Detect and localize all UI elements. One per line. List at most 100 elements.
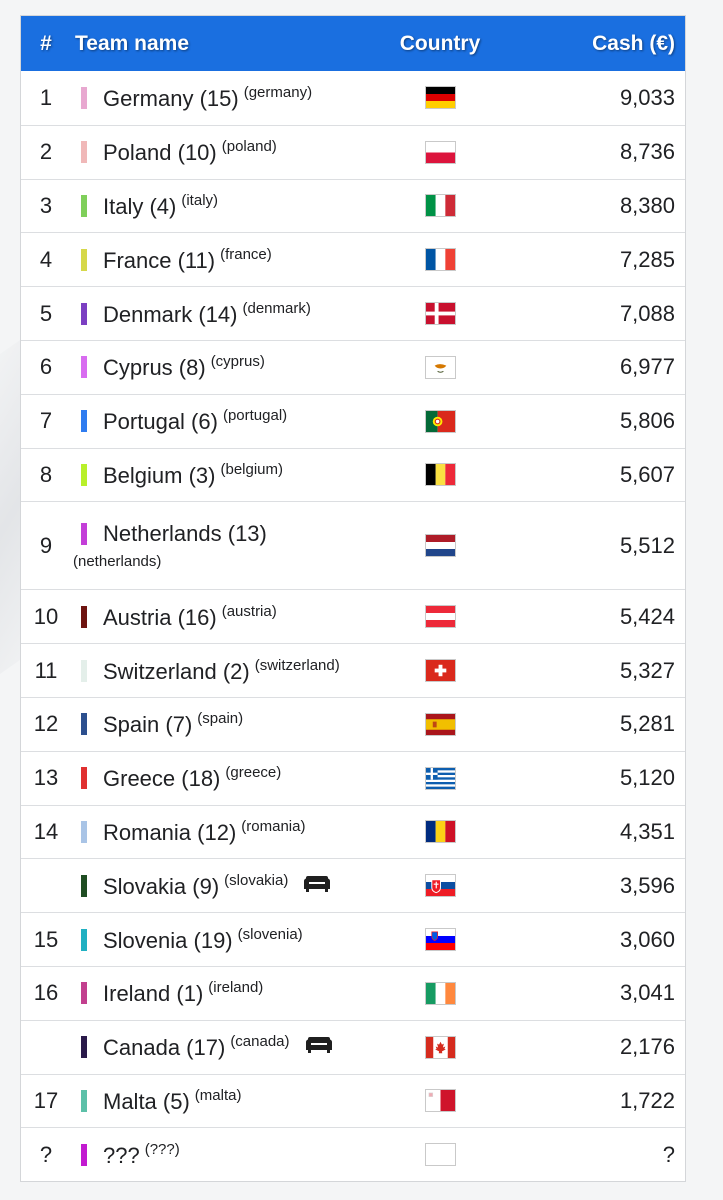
team-name-cell: Switzerland (2) (switzerland) xyxy=(71,657,391,685)
cash-cell: 5,424 xyxy=(619,603,675,629)
rank-cell: ? xyxy=(39,1141,53,1167)
country-cell xyxy=(391,659,489,683)
country-cell xyxy=(391,605,489,629)
ireland-flag-icon xyxy=(424,981,456,1005)
team-name[interactable]: Poland (10) xyxy=(103,140,217,166)
team-tag: (spain) xyxy=(197,710,244,728)
canada-flag-icon xyxy=(424,1035,456,1059)
cash-cell: 5,327 xyxy=(619,657,675,683)
team-tag: (netherlands) xyxy=(73,553,162,571)
team-name[interactable]: France (11) xyxy=(103,247,216,273)
team-name-cell: Spain (7) (spain) xyxy=(71,710,391,738)
team-color-swatch xyxy=(81,86,87,109)
header-rank: # xyxy=(40,31,52,55)
team-color-swatch xyxy=(81,1036,87,1059)
cyprus-flag-icon xyxy=(424,355,456,379)
team-color-swatch xyxy=(81,874,87,897)
team-color-swatch xyxy=(81,523,87,546)
team-name[interactable]: Spain (7) xyxy=(103,712,193,738)
rank-cell: 6 xyxy=(39,354,53,380)
team-name[interactable]: Malta (5) xyxy=(103,1088,190,1114)
rank-cell: 7 xyxy=(39,408,53,434)
team-name-cell: Italy (4) (italy) xyxy=(71,192,391,220)
team-name-cell: Cyprus (8) (cyprus) xyxy=(71,353,391,381)
team-tag: (portugal) xyxy=(222,407,288,425)
team-color-swatch xyxy=(81,982,87,1005)
team-name[interactable]: Switzerland (2) xyxy=(103,658,250,684)
table-body: 1 Germany (15) (germany) 9,033 2 Poland (10)(… xyxy=(21,71,685,1181)
team-color-swatch xyxy=(81,605,87,628)
team-name[interactable]: Cyprus (8) xyxy=(103,355,206,381)
table-row: 17 Malta (5) (malta) 1,722 xyxy=(21,1073,685,1128)
country-cell xyxy=(391,355,489,379)
team-name-cell: France (11) (france) xyxy=(71,246,391,274)
team-tag: (denmark) xyxy=(242,299,311,317)
country-cell xyxy=(391,712,489,736)
rank-cell: 12 xyxy=(33,711,59,737)
team-color-swatch xyxy=(81,248,87,271)
table-row: 3 Italy (4) (italy) 8,380 xyxy=(21,178,685,233)
cash-cell: 1,722 xyxy=(619,1087,675,1113)
team-name[interactable]: Ireland (1) xyxy=(103,981,204,1007)
rank-cell: 3 xyxy=(39,192,53,218)
table-row: 10 Austria (16) (austria) 5,424 xyxy=(21,589,685,643)
rank-cell: 10 xyxy=(33,603,59,629)
country-cell xyxy=(391,86,489,110)
team-name[interactable]: Greece (18) xyxy=(103,766,221,792)
team-name-cell: Canada (17) (canada) xyxy=(71,1033,391,1061)
rank-cell: 17 xyxy=(33,1087,59,1113)
team-name[interactable]: ??? xyxy=(103,1142,140,1168)
team-name[interactable]: Austria (16) xyxy=(103,604,217,630)
team-color-swatch xyxy=(81,463,87,486)
table-row: Canada (17) (canada) 2,176 xyxy=(21,1019,685,1074)
team-tag: (cyprus) xyxy=(210,353,265,371)
cash-cell: 5,281 xyxy=(619,711,675,737)
team-tag: (ireland) xyxy=(208,979,264,997)
team-name[interactable]: Slovakia (9) xyxy=(103,873,220,899)
belgium-flag-icon xyxy=(424,463,456,487)
team-tag: (switzerland) xyxy=(254,656,340,674)
netherlands-flag-icon xyxy=(424,534,456,558)
team-color-swatch xyxy=(81,928,87,951)
blank-flag-icon xyxy=(424,1143,456,1167)
table-row: 6 Cyprus (8) (cyprus) 6,977 xyxy=(21,339,685,394)
team-name[interactable]: Canada (17) xyxy=(103,1035,226,1061)
team-color-swatch xyxy=(81,410,87,433)
table-row: 5 Denmark (14) (denmark) 7,088 xyxy=(21,286,685,340)
malta-flag-icon xyxy=(424,1089,456,1113)
team-name-cell: Austria (16) (austria) xyxy=(71,603,391,631)
team-name-cell: Greece (18) (greece) xyxy=(71,764,391,792)
team-tag: (greece) xyxy=(225,764,282,782)
country-cell xyxy=(391,534,489,558)
poland-flag-icon xyxy=(424,140,456,164)
team-tag: (canada) xyxy=(230,1033,290,1051)
table-row: 1 Germany (15) (germany) 9,033 xyxy=(21,71,685,125)
team-name-cell: Belgium (3) (belgium) xyxy=(71,461,391,489)
team-name[interactable]: Netherlands (13) xyxy=(103,521,267,547)
team-name[interactable]: Germany (15) xyxy=(103,85,239,111)
team-name[interactable]: Romania (12) xyxy=(103,819,237,845)
team-color-swatch xyxy=(81,194,87,217)
standings-table: # Team name Country Cash (€) 1 Germany (1… xyxy=(20,15,686,1183)
header-cash: Cash (€) xyxy=(592,31,675,55)
country-cell xyxy=(391,981,489,1005)
country-cell xyxy=(391,248,489,272)
team-name[interactable]: Portugal (6) xyxy=(103,409,218,435)
header-country: Country xyxy=(399,31,481,55)
team-name-cell: Denmark (14) (denmark) xyxy=(71,300,391,328)
team-name-cell: Slovenia (19) (slovenia) xyxy=(71,926,391,954)
team-name-cell: Germany (15) (germany) xyxy=(71,84,391,112)
cash-cell: 7,285 xyxy=(619,246,675,272)
rank-cell: 15 xyxy=(33,926,59,952)
team-name[interactable]: Slovenia (19) xyxy=(103,927,233,953)
germany-flag-icon xyxy=(424,86,456,110)
team-name[interactable]: Denmark (14) xyxy=(103,301,238,327)
team-name[interactable]: Italy (4) xyxy=(103,193,177,219)
team-color-swatch xyxy=(81,1089,87,1112)
portugal-flag-icon xyxy=(424,409,456,433)
cash-cell: 9,033 xyxy=(619,84,675,110)
team-name[interactable]: Belgium (3) xyxy=(103,462,216,488)
team-name-cell: Portugal (6) (portugal) xyxy=(71,407,391,435)
table-row: 15 Slovenia (19) (slovenia) 3,060 xyxy=(21,912,685,966)
team-color-swatch xyxy=(81,1143,87,1166)
